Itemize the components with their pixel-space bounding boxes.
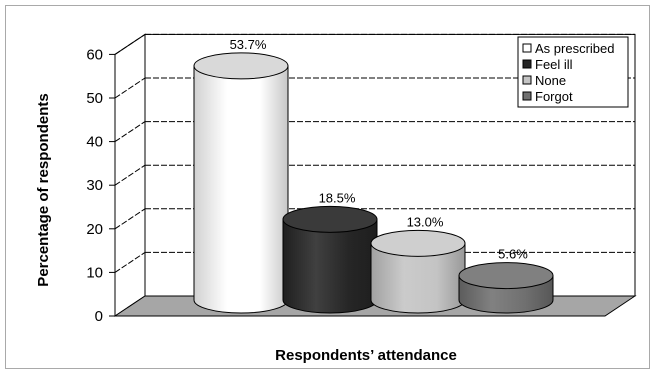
data-label: 18.5% <box>319 190 356 205</box>
y-axis-title: Percentage of respondents <box>35 93 52 286</box>
chart-frame <box>5 5 650 369</box>
gridline-side <box>114 121 146 143</box>
y-tick-label: 60 <box>86 46 103 63</box>
data-labels: 53.7% 18.5% 13.0% 5.6% <box>230 37 529 262</box>
gridline-side <box>114 77 146 99</box>
bar-top <box>193 52 289 80</box>
bar-top <box>370 229 466 257</box>
y-axis: 0 10 20 30 40 50 60 <box>86 46 115 325</box>
legend-label: None <box>535 73 566 88</box>
legend-label: As prescribed <box>535 41 614 56</box>
bar-feel-ill <box>282 218 378 314</box>
y-tick-label: 40 <box>86 134 103 151</box>
legend-swatch <box>522 75 532 85</box>
bar-top <box>458 262 554 290</box>
legend-swatch <box>522 59 532 69</box>
y-tick-label: 30 <box>86 177 103 194</box>
y-tick-label: 10 <box>86 264 103 281</box>
bar-top <box>282 205 378 233</box>
bars <box>193 52 554 314</box>
gridline-side <box>114 251 146 273</box>
gridline-side <box>114 33 146 55</box>
y-tick-label: 20 <box>86 221 103 238</box>
x-axis-title: Respondents’ attendance <box>275 347 457 364</box>
gridline-side <box>114 164 146 186</box>
legend-label: Feel ill <box>535 57 573 72</box>
data-label: 53.7% <box>230 37 267 52</box>
legend-swatch <box>522 91 532 101</box>
data-label: 5.6% <box>498 247 528 262</box>
data-label: 13.0% <box>407 214 444 229</box>
y-tick-label: 0 <box>95 308 103 325</box>
legend-swatch <box>522 43 532 53</box>
legend-box <box>517 36 629 108</box>
bar-as-prescribed <box>193 65 289 314</box>
legend-label: Forgot <box>535 89 573 104</box>
y-tick-label: 50 <box>86 90 103 107</box>
gridline-side <box>114 208 146 230</box>
